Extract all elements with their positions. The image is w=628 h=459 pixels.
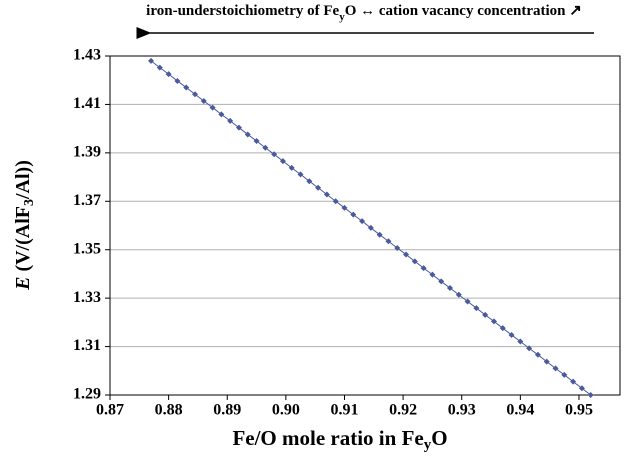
data-point <box>279 158 286 165</box>
data-point <box>262 144 269 151</box>
data-point <box>385 238 392 245</box>
data-point <box>517 338 524 345</box>
y-tick-label: 1.29 <box>73 386 101 403</box>
data-point <box>438 278 445 285</box>
x-tick-label: 0.95 <box>565 402 593 419</box>
data-point <box>464 298 471 305</box>
data-point <box>297 171 304 178</box>
data-point <box>561 371 568 378</box>
x-tick-label: 0.89 <box>213 402 241 419</box>
data-point <box>420 265 427 272</box>
data-point <box>376 231 383 238</box>
data-point <box>174 77 181 84</box>
x-tick-label: 0.94 <box>506 402 534 419</box>
data-point <box>473 305 480 312</box>
data-point <box>578 385 585 392</box>
y-tick-label: 1.31 <box>73 337 101 354</box>
data-point <box>192 91 198 98</box>
data-point <box>235 124 242 131</box>
data-point <box>499 325 506 332</box>
data-point <box>543 358 550 365</box>
y-axis-label: E (V/(AlF3/Al)) <box>12 160 38 291</box>
data-point <box>209 104 216 111</box>
data-point <box>570 378 577 385</box>
data-point <box>394 245 401 252</box>
data-point <box>526 345 533 352</box>
data-point <box>156 64 163 71</box>
plot-frame <box>109 55 621 396</box>
y-tick-label: 1.43 <box>73 47 101 64</box>
data-point <box>552 365 559 372</box>
data-point <box>165 71 172 78</box>
x-tick-label: 0.88 <box>155 402 183 419</box>
x-axis-label: Fe/O mole ratio in FeyO <box>232 426 447 454</box>
data-point <box>429 271 436 278</box>
y-tick-label: 1.41 <box>73 95 101 112</box>
data-point <box>350 211 357 218</box>
data-point <box>227 117 234 124</box>
data-point <box>271 151 278 158</box>
chart-title: iron-understoichiometry of FeyO ↔ cation… <box>146 3 582 22</box>
data-point <box>359 218 366 225</box>
data-point <box>587 392 594 398</box>
data-point <box>455 291 462 298</box>
data-point <box>315 184 322 191</box>
y-tick-label: 1.37 <box>73 192 101 209</box>
x-tick-label: 0.91 <box>330 402 358 419</box>
data-point <box>447 284 453 291</box>
data-point <box>403 251 410 258</box>
x-tick-label: 0.93 <box>448 402 476 419</box>
data-point <box>367 224 374 231</box>
data-point <box>253 137 260 144</box>
data-point <box>244 131 251 138</box>
data-point <box>288 164 295 171</box>
data-point <box>183 84 190 91</box>
x-tick-label: 0.92 <box>389 402 417 419</box>
data-point <box>218 111 225 118</box>
data-point <box>200 98 207 105</box>
data-point <box>508 331 515 338</box>
data-point <box>323 191 330 198</box>
x-tick-label: 0.90 <box>272 402 300 419</box>
data-point <box>490 318 497 325</box>
y-tick-label: 1.33 <box>73 289 101 306</box>
data-point <box>534 351 541 358</box>
data-point <box>306 178 313 185</box>
data-point <box>332 198 339 205</box>
y-tick-label: 1.35 <box>73 240 101 257</box>
data-point <box>482 311 489 318</box>
data-point <box>411 258 418 265</box>
data-point <box>341 204 348 211</box>
x-tick-label: 0.87 <box>96 402 124 419</box>
y-tick-label: 1.39 <box>73 144 101 161</box>
data-point <box>148 57 155 64</box>
